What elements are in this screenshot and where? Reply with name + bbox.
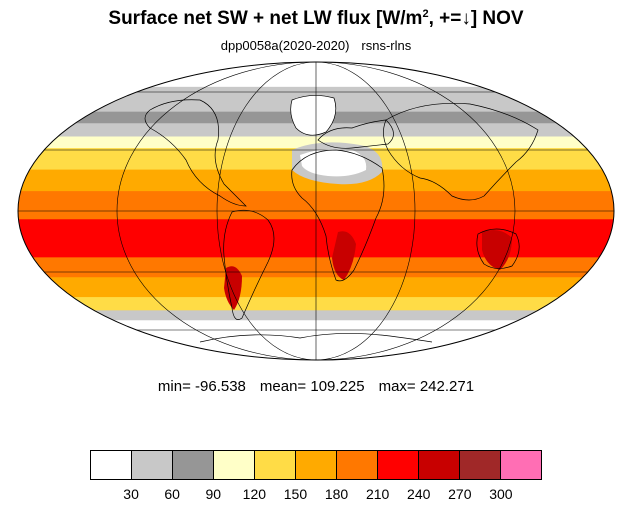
colorbar-cell — [132, 451, 173, 479]
variable-label: rsns-rlns — [361, 38, 412, 53]
colorbar-cell — [173, 451, 214, 479]
colorbar-tick-label: 30 — [123, 486, 139, 502]
colorbar-cell — [419, 451, 460, 479]
colorbar-cell — [296, 451, 337, 479]
colorbar-cell — [460, 451, 501, 479]
colorbar-labels: 30 60 90 120 150 180 210 240 270 300 — [90, 486, 542, 504]
mean-stat: mean= 109.225 — [259, 378, 365, 395]
colorbar-tick-label: 270 — [448, 486, 472, 502]
map-border — [17, 61, 615, 361]
colorbar-tick-label: 210 — [365, 486, 390, 502]
colorbar-cell — [255, 451, 296, 479]
colorbar — [90, 450, 542, 480]
min-stat: min= -96.538 — [157, 378, 246, 395]
colorbar-tick-label: 90 — [205, 486, 222, 502]
colorbar-cell — [378, 451, 419, 479]
experiment-label: dpp0058a(2020-2020) — [220, 38, 350, 53]
colorbar-tick-label: 60 — [164, 486, 180, 502]
colorbar-cell — [91, 451, 132, 479]
colorbar-cells — [90, 450, 542, 480]
colorbar-tick-label: 150 — [283, 486, 308, 502]
plot-subtitle: dpp0058a(2020-2020) rsns-rlns — [0, 38, 632, 53]
colorbar-tick-label: 180 — [324, 486, 349, 502]
field-statistics: min= -96.538 mean= 109.225 max= 242.271 — [0, 378, 632, 395]
max-stat: max= 242.271 — [378, 378, 475, 395]
colorbar-cell — [337, 451, 378, 479]
coastlines — [144, 95, 539, 343]
colorbar-tick-label: 240 — [407, 486, 431, 502]
colorbar-tick-label: 300 — [489, 486, 513, 502]
colorbar-cell — [501, 451, 541, 479]
colorbar-tick-label: 120 — [242, 486, 267, 502]
colorbar-cell — [214, 451, 255, 479]
plot-title: Surface net SW + net LW flux [W/m2, +=↓]… — [108, 8, 524, 29]
